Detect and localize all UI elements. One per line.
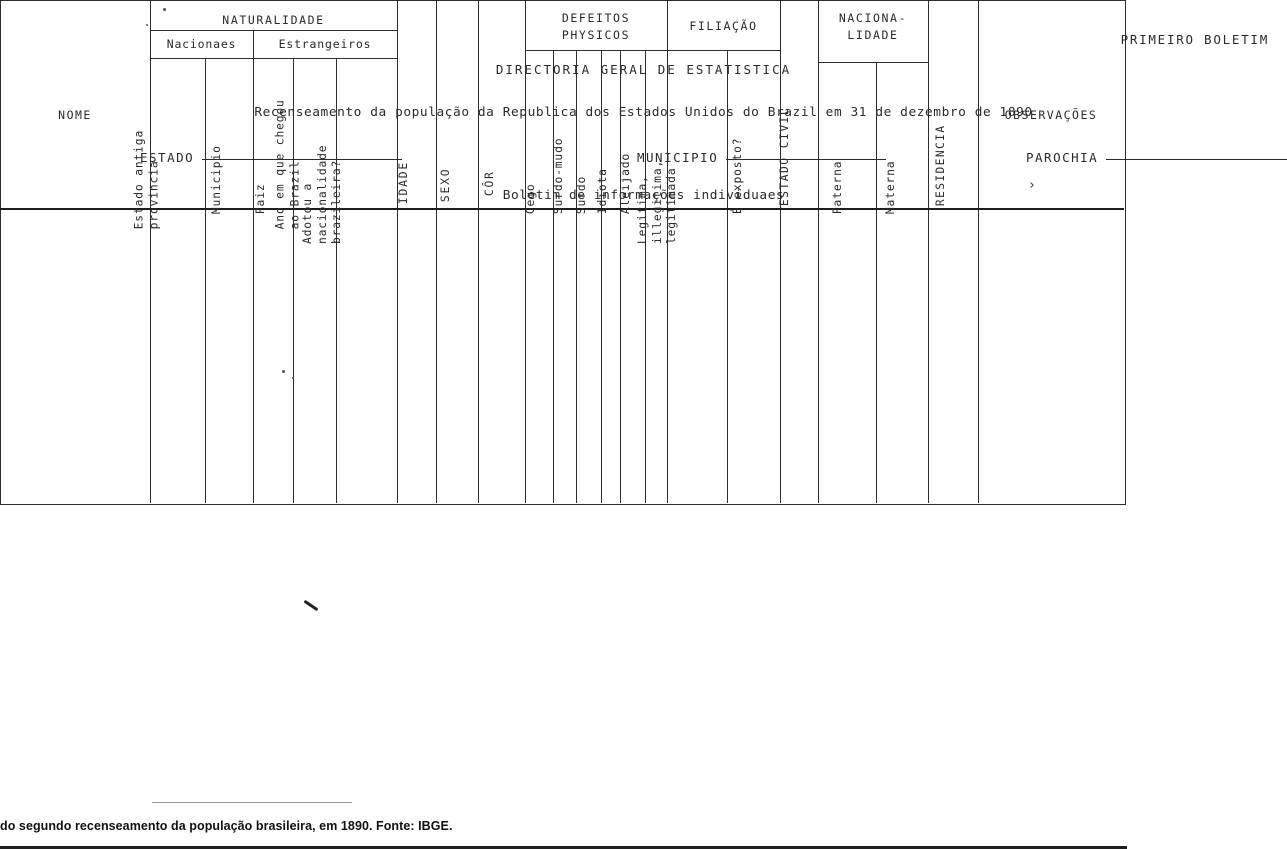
col-rule-defeitos-end	[667, 0, 668, 503]
group-header-naturalidade: NATURALIDADE	[222, 13, 325, 27]
group-header-filiacao: FILIAÇÃO	[689, 19, 758, 33]
col-rule-estado-prov	[205, 58, 206, 503]
column-header-aleijado: Aleijado	[618, 152, 632, 215]
stray-pen-mark-observacoes: ›	[1028, 178, 1036, 193]
rule-under-defeitos	[525, 50, 667, 51]
col-rule-cor	[525, 0, 526, 503]
column-header-nome: NOME	[58, 108, 92, 122]
subgroup-header-nacionaes: Nacionaes	[166, 37, 237, 51]
col-rule-estado-civil-end	[818, 0, 819, 503]
form-subtitle: Boletim de informações individuaes	[502, 188, 785, 203]
group-header-nacionalidade: NACIONA-LIDADE	[838, 11, 908, 42]
column-header-residencia: RESIDENCIA	[933, 124, 947, 207]
estado-input-rule[interactable]	[202, 159, 403, 160]
estado-label: ESTADO	[140, 150, 195, 165]
col-rule-nacionaes-estrangeiros	[253, 30, 254, 503]
col-rule-sexo	[478, 0, 479, 503]
group-header-defeitos-physicos: DEFEITOS PHYSICOS	[561, 11, 631, 42]
column-header-surdo: Surdo	[574, 175, 588, 215]
rule-under-filiacao	[667, 50, 780, 51]
scan-speck-2	[146, 24, 148, 26]
parochia-field[interactable]: PAROCHIA	[1026, 150, 1287, 165]
organization-title: DIRECTORIA GERAL DE ESTATISTICA	[495, 62, 792, 77]
municipio-field[interactable]: MUNICIPIO	[637, 150, 887, 165]
column-header-ano-chegou: Ano em que chegou ao Brazil	[273, 99, 302, 230]
col-rule-paiz	[293, 58, 294, 503]
estado-field[interactable]: ESTADO	[140, 150, 403, 165]
col-rule-filiacao-end	[780, 0, 781, 503]
figure-caption: do segundo recenseamento da população br…	[0, 819, 453, 833]
column-header-exposto: É exposto?	[730, 137, 744, 215]
municipio-label: MUNICIPIO	[637, 150, 719, 165]
rule-under-nacionalidade	[818, 62, 928, 63]
col-rule-surdo	[601, 50, 602, 503]
col-rule-residencia-end	[978, 0, 979, 503]
column-header-sexo: SEXO	[438, 167, 452, 203]
column-header-materna: Materna	[883, 160, 897, 215]
col-rule-nome	[150, 0, 151, 503]
column-header-observacoes: OBSERVAÇÕES	[1004, 108, 1098, 122]
col-rule-ano-chegou	[336, 58, 337, 503]
col-rule-legitima	[727, 50, 728, 503]
scan-speck-4	[292, 377, 294, 379]
rule-under-naturalidade	[150, 30, 397, 31]
faint-horizontal-rule	[152, 802, 352, 803]
subgroup-header-estrangeiros: Estrangeiros	[278, 37, 372, 51]
rule-under-nacionaes-estrangeiros	[150, 58, 397, 59]
col-rule-naturalidade-end	[397, 0, 398, 503]
column-header-paterna: Paterna	[830, 160, 844, 215]
parochia-label: PAROCHIA	[1026, 150, 1099, 165]
column-header-estado-civil: ESTADO CIVIL	[777, 106, 791, 207]
column-header-municipio: Municipio	[209, 145, 223, 215]
primeiro-boletim-label: PRIMEIRO BOLETIM	[1120, 32, 1269, 47]
parochia-input-rule[interactable]	[1106, 159, 1287, 160]
scan-speck-1	[163, 8, 166, 11]
rule-header-body-divider	[0, 208, 1124, 210]
form-field-row: ESTADO MUNICIPIO PAROCHIA	[0, 150, 1287, 172]
column-header-cor: CÔR	[482, 170, 496, 197]
table-body-blank-area[interactable]	[0, 210, 1124, 503]
col-rule-idiota	[620, 50, 621, 503]
col-rule-paterna	[876, 62, 877, 503]
scan-speck-3	[282, 370, 285, 373]
column-header-idade: IDADE	[396, 161, 410, 205]
census-title: Recenseamento da população da Republica …	[254, 105, 1033, 120]
col-rule-surdo-mudo	[576, 50, 577, 503]
column-header-surdo-mudo: Surdo-mudo	[551, 137, 565, 215]
stray-pencil-mark	[303, 599, 319, 612]
column-header-estado-antiga-provincia: Estado antiga provincia	[132, 129, 161, 230]
municipio-input-rule[interactable]	[726, 159, 887, 160]
col-rule-cego	[553, 50, 554, 503]
col-rule-aleijado	[645, 50, 646, 503]
column-header-idiota: Idiota	[595, 168, 609, 215]
col-rule-idade	[436, 0, 437, 503]
col-rule-nacionalidade-end	[928, 0, 929, 503]
